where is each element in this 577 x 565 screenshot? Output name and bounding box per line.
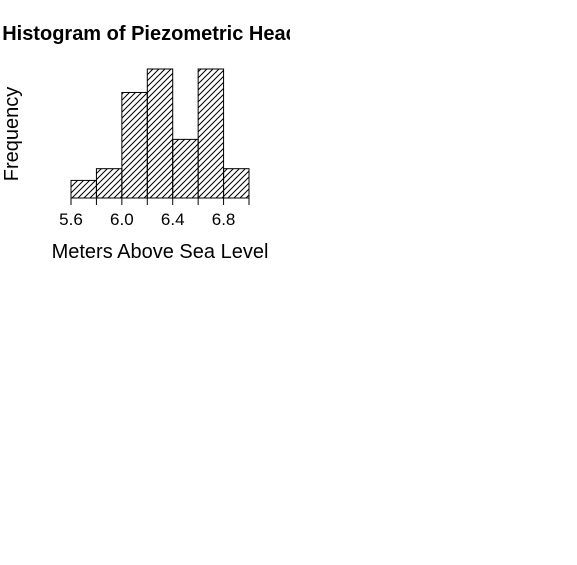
- histogram-bar-2: [95, 168, 123, 199]
- bars-group: [70, 68, 250, 199]
- x-tick-label-4: 6.8: [212, 210, 236, 229]
- histogram-bar-1: [70, 179, 97, 199]
- x-tick-label-1: 5.6: [59, 210, 83, 229]
- x-tick-label-3: 6.4: [161, 210, 185, 229]
- x-tick-label-2: 6.0: [110, 210, 134, 229]
- histogram-bar-4: [146, 68, 174, 199]
- x-axis-label: Meters Above Sea Level: [52, 241, 269, 263]
- histogram-bar-6: [197, 68, 225, 199]
- histogram-bar-7: [223, 168, 250, 199]
- histogram-bar-5: [172, 138, 199, 199]
- x-ticks-group: 5.6 6.0 6.4 6.8: [59, 198, 250, 229]
- chart-title: Histogram of Piezometric Head H: [2, 23, 318, 45]
- y-axis-label: Frequency: [1, 87, 23, 182]
- histogram-bar-3: [121, 91, 148, 199]
